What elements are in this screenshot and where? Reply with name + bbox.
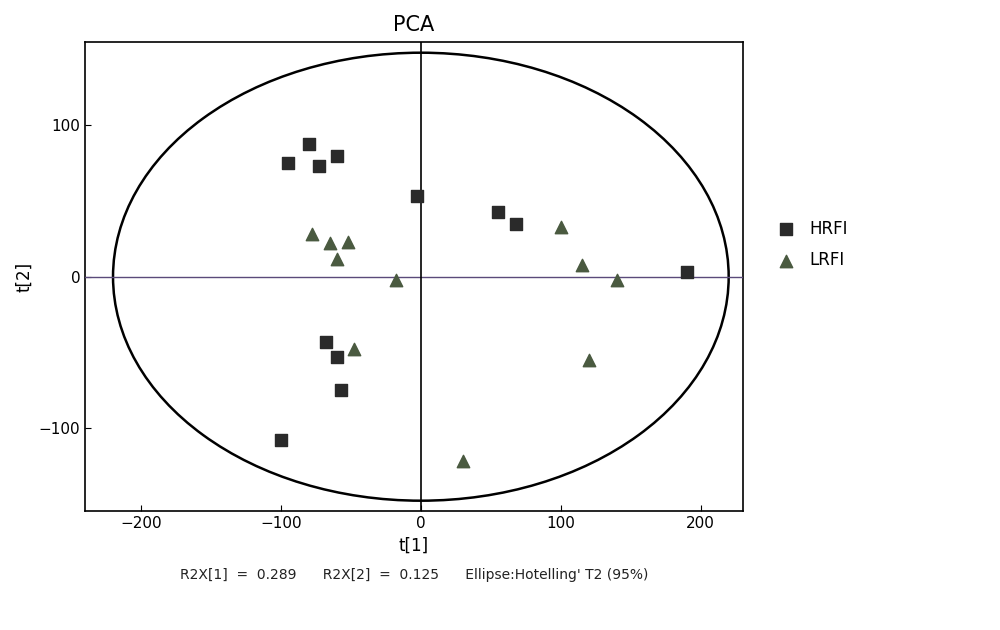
LRFI	[322, 238, 338, 248]
HRFI	[329, 151, 345, 161]
HRFI	[333, 385, 349, 395]
LRFI	[581, 355, 597, 365]
LRFI	[574, 260, 590, 270]
HRFI	[329, 352, 345, 362]
HRFI	[490, 207, 506, 217]
HRFI	[318, 337, 334, 347]
LRFI	[329, 253, 345, 263]
LRFI	[304, 229, 320, 239]
HRFI	[508, 219, 524, 229]
Text: R2X[1]  =  0.289      R2X[2]  =  0.125      Ellipse:Hotelling' T2 (95%): R2X[1] = 0.289 R2X[2] = 0.125 Ellipse:Ho…	[180, 568, 648, 581]
HRFI	[679, 267, 695, 277]
Title: PCA: PCA	[393, 15, 434, 35]
LRFI	[340, 237, 356, 247]
HRFI	[301, 139, 317, 149]
LRFI	[346, 345, 362, 355]
HRFI	[273, 435, 289, 445]
LRFI	[609, 275, 625, 285]
LRFI	[553, 222, 569, 232]
LRFI	[455, 456, 471, 466]
Y-axis label: t[2]: t[2]	[15, 261, 33, 292]
HRFI	[409, 192, 425, 202]
X-axis label: t[1]: t[1]	[399, 537, 429, 554]
LRFI	[388, 275, 404, 285]
Legend: HRFI, LRFI: HRFI, LRFI	[764, 215, 853, 274]
HRFI	[280, 158, 296, 168]
HRFI	[311, 161, 327, 171]
